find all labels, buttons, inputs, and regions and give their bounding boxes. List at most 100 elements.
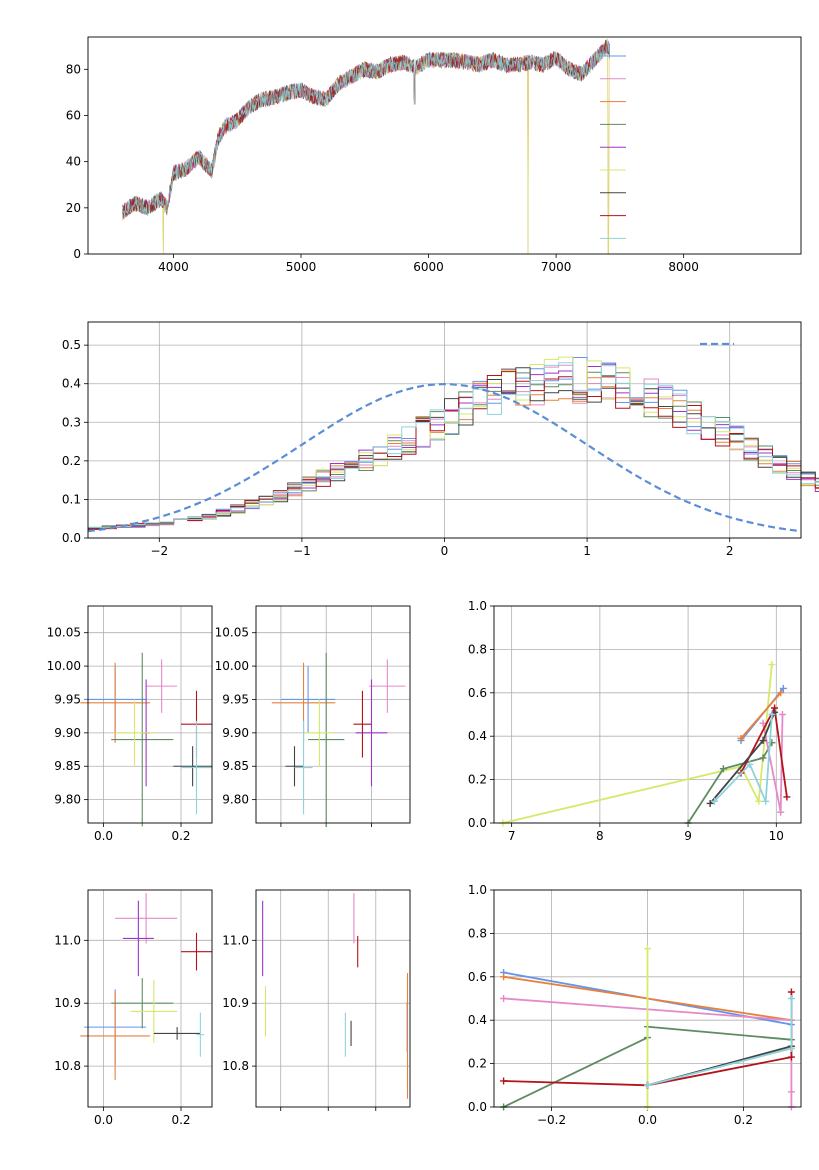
normal-curve (87, 382, 802, 533)
y-tick-label: 9.80 (222, 793, 249, 807)
y-tick-label: 0.6 (468, 970, 487, 984)
x-tick-label: 7 (508, 829, 516, 843)
y-tick-label: 0.8 (468, 926, 487, 940)
y-tick-label: 10.8 (222, 1059, 249, 1073)
age-vs-mass-panel: 9.80 9.85 9.90 9.95 10.00 10.05 (215, 605, 411, 827)
y-tick-label: 11.0 (54, 933, 81, 947)
weight-point (787, 1053, 795, 1061)
y-tick-label: 1.0 (468, 599, 487, 613)
weight-lines (499, 661, 791, 827)
weight-point (787, 1088, 795, 1096)
weight-lines (500, 945, 795, 1111)
axes-frame (493, 889, 802, 1108)
axes-frame (87, 889, 213, 1108)
y-tick-label: 0.8 (468, 642, 487, 656)
x-tick-label: 8 (596, 829, 604, 843)
age-vs-metallicity-panel: 0.0 0.2 9.80 9.85 9.90 9.95 10.00 10.05 (47, 605, 213, 843)
axes-frame (87, 321, 802, 539)
weight-point (778, 711, 786, 718)
weight-point (755, 797, 763, 805)
axes-frame (255, 889, 411, 1108)
weight-point (746, 760, 754, 768)
weight-point (500, 995, 508, 1002)
x-tick-label: 6000 (413, 260, 444, 274)
y-tick-label: 20 (66, 201, 81, 215)
weight-point (759, 719, 767, 727)
y-tick-label: 10.05 (215, 626, 249, 640)
errorbars (80, 893, 212, 1080)
y-tick-label: 0 (73, 247, 81, 261)
weight-point (711, 797, 719, 805)
errorbars (262, 893, 409, 1099)
axes-frame (493, 605, 802, 824)
weight-line-chabrier-elodie (687, 742, 773, 824)
y-tick-label: 0.6 (468, 686, 487, 700)
x-tick-label: 0 (441, 544, 449, 558)
histograms (87, 356, 819, 533)
axes-frame (255, 605, 411, 824)
y-tick-label: 11.0 (222, 933, 249, 947)
x-tick-label: 5000 (286, 260, 317, 274)
y-tick-label: 10.9 (54, 996, 81, 1010)
x-tick-label: 0.0 (94, 829, 113, 843)
mass-weight-vs-metallicity-panel: −0.2 0.0 0.2 0.0 0.2 0.4 0.6 0.8 1.0 (468, 883, 802, 1127)
y-tick-label: 10.00 (47, 659, 81, 673)
weight-point (762, 797, 770, 805)
y-tick-label: 9.80 (54, 793, 81, 807)
mass-vs-metallicity-panel: 0.0 0.2 10.8 10.9 11.0 (54, 889, 213, 1127)
weight-point (777, 689, 785, 697)
weight-point (759, 754, 767, 762)
y-tick-label: 9.90 (222, 726, 249, 740)
x-tick-label: 1 (583, 544, 591, 558)
y-tick-label: 0.2 (468, 773, 487, 787)
residual-histogram-panel: −2 −1 0 1 2 0.0 0.1 0.2 0.3 0.4 0.5 (62, 321, 819, 558)
x-tick-label: 0.2 (171, 1113, 190, 1127)
weight-point (644, 945, 651, 953)
weight-line-kroupa-stelib (713, 714, 773, 802)
y-tick-label: 9.85 (54, 759, 81, 773)
axes-frame (87, 36, 802, 255)
x-tick-label: −1 (293, 544, 311, 558)
x-tick-label: −2 (150, 544, 168, 558)
y-tick-label: 0.1 (62, 492, 81, 506)
y-tick-label: 10.05 (47, 626, 81, 640)
x-tick-label: −0.2 (537, 1113, 566, 1127)
mass-vs-ebv-panel: 10.8 10.9 11.0 (222, 889, 411, 1111)
histogram-step-salpeter-stelib (88, 371, 819, 530)
x-tick-label: 2 (726, 544, 734, 558)
errorbars (271, 652, 406, 827)
weight-point (500, 1077, 508, 1085)
weight-point (777, 808, 785, 816)
histogram-step-salpeter-miles (88, 364, 819, 530)
y-tick-label: 80 (66, 62, 81, 76)
histogram-step-chabrier-elodie (88, 369, 819, 529)
x-tick-label: 0.2 (171, 829, 190, 843)
y-tick-label: 9.90 (54, 726, 81, 740)
histogram-step-salpeter-elodie (88, 363, 819, 530)
weight-line-kroupa-miles (740, 692, 782, 739)
weight-point (759, 737, 767, 745)
x-tick-label: 0.2 (734, 1113, 753, 1127)
x-tick-label: 7000 (541, 260, 572, 274)
spectrum-lines (122, 38, 610, 254)
x-tick-label: 10 (769, 829, 784, 843)
y-tick-label: 0.2 (468, 1057, 487, 1071)
y-tick-label: 9.95 (222, 692, 249, 706)
y-tick-label: 0.4 (468, 729, 487, 743)
weight-point (706, 799, 714, 807)
weight-point (644, 1081, 651, 1089)
y-tick-label: 0.4 (62, 377, 81, 391)
histogram-step-chabrier-stelib (88, 367, 819, 529)
y-tick-label: 9.95 (54, 692, 81, 706)
errorbars (80, 652, 212, 827)
weight-point (787, 1044, 795, 1052)
axes-frame (87, 605, 213, 824)
weight-point (787, 988, 795, 996)
y-tick-label: 10.8 (54, 1059, 81, 1073)
x-tick-label: 4000 (158, 260, 189, 274)
spectrum-line-kroupa-stelib (122, 38, 610, 218)
weight-line-kroupa-elodie (502, 664, 773, 824)
y-tick-label: 60 (66, 108, 81, 122)
x-tick-label: 8000 (668, 260, 699, 274)
